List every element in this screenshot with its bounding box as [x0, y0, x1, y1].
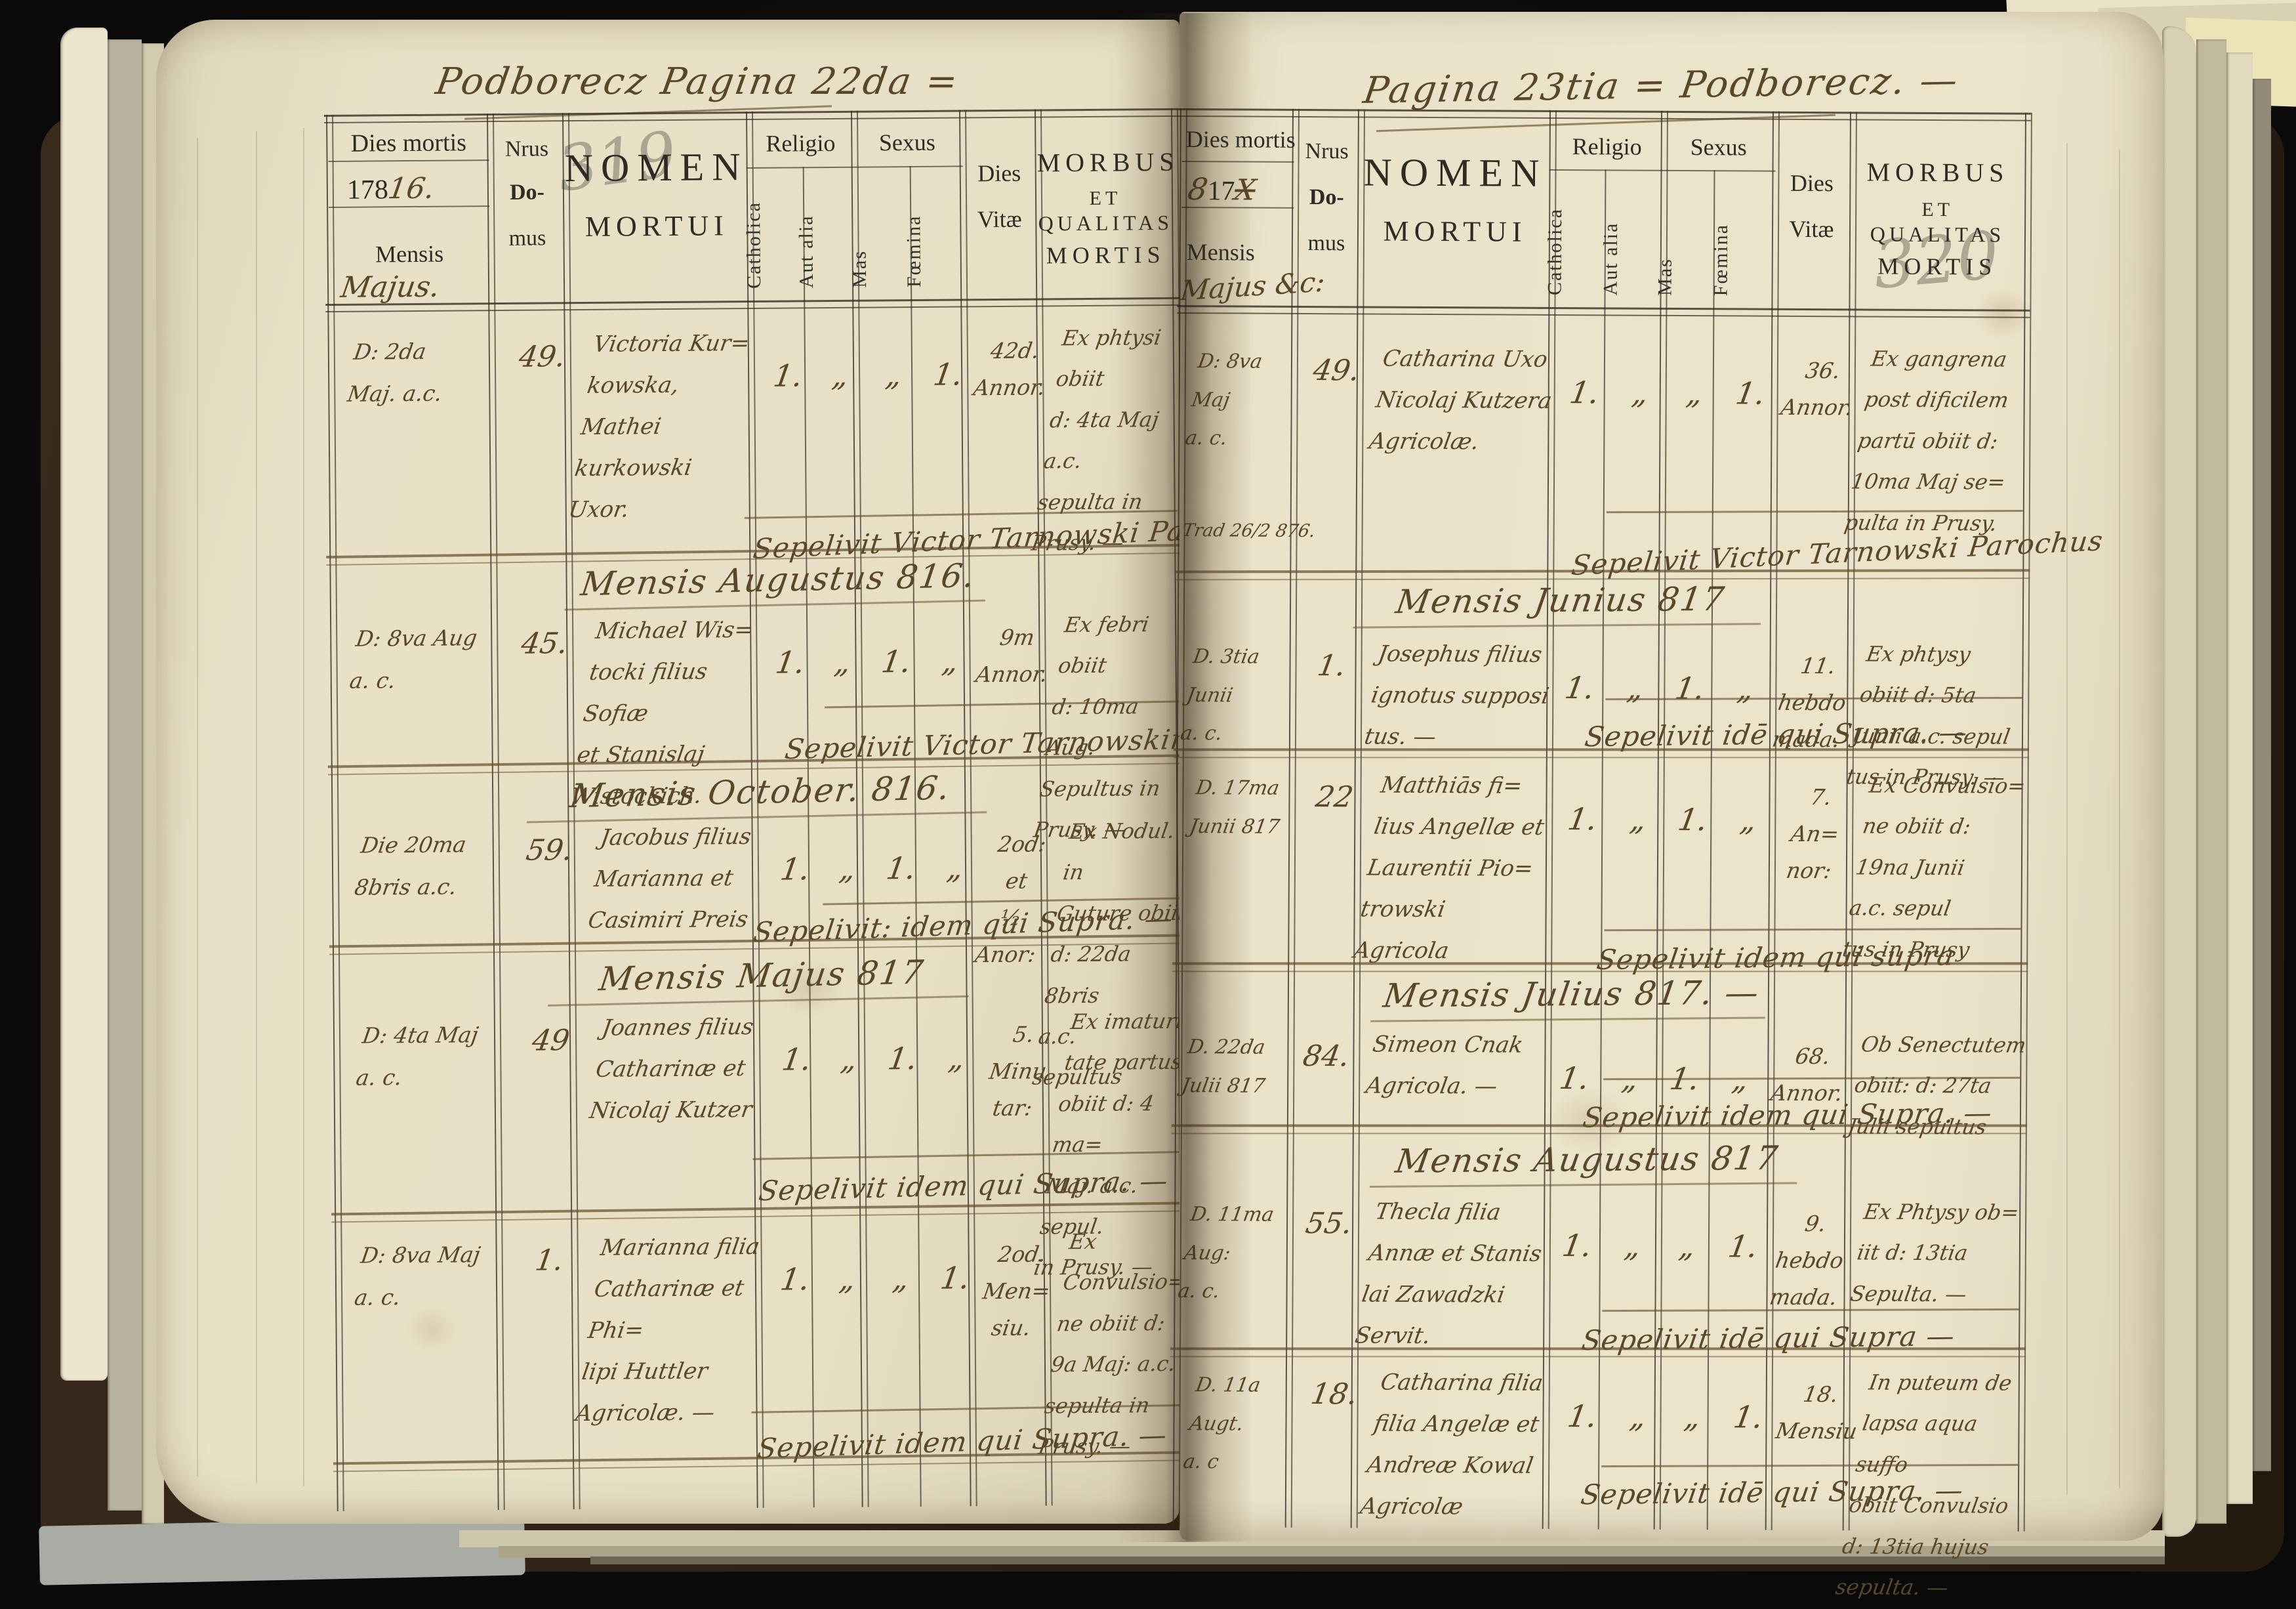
year-cell: 17816. — [346, 171, 437, 206]
year-printed: 178 — [346, 175, 389, 205]
hand-rule — [1172, 962, 2028, 972]
nomen-cell: Matthiās fi= lius Angellæ et Laurentii P… — [1351, 772, 1546, 964]
sepelivit-note: Sepelivit idē qui Supra. — — [1582, 716, 1970, 753]
hand-rule — [1173, 748, 2029, 759]
register-page-right: Pagina 23tia = Podborecz. — 320 Dies mor… — [1170, 12, 2163, 1600]
col-header-sexus: Sexus — [878, 129, 936, 156]
col-header-mas: Mas — [848, 249, 871, 288]
col-header-religio: Religio — [1572, 133, 1642, 160]
page-title-handwritten: Podborecz Pagina 22da = — [432, 60, 963, 103]
col-header-mas: Mas — [1654, 258, 1676, 296]
page-edge-strip — [60, 28, 108, 1381]
page-edge-strip — [2253, 79, 2271, 1471]
col-header-et: ET — [1921, 198, 1954, 221]
page-edge-strip — [2162, 26, 2196, 1537]
col-header-mortis: MORTIS — [1046, 241, 1166, 269]
col-header-et: ET — [1089, 187, 1122, 209]
year-handwritten: 16. — [386, 171, 437, 206]
month-section-header: Mensis Augustus 817 — [1369, 1139, 1804, 1188]
year-handwritten-strike: X — [1232, 173, 1259, 207]
month-section-header: Mensis Augustus 816. — [564, 556, 991, 611]
register-page-left: Podborecz Pagina 22da = 319 Dies mortis — [156, 20, 1285, 1524]
hand-rule — [1170, 1347, 2026, 1358]
page-edge-strip — [499, 1546, 2165, 1558]
month-section-header: Mensis Majus 817 — [548, 951, 975, 1007]
page-title-handwritten: Pagina 23tia = Podborecz. — — [1361, 59, 1962, 112]
col-header-catholica: Catholica — [743, 201, 766, 289]
col-header-aut-alia: Aut alia — [1599, 222, 1622, 296]
col-header-religio: Religio — [766, 129, 836, 157]
nomen-cell: Marianna filia Catharinæ et Phi= lipi Hu… — [573, 1233, 762, 1427]
sepelivit-note: Sepelivit idē qui Supra. — — [1578, 1474, 1966, 1511]
month-section-header: Mensis Junius 817 — [1353, 579, 1767, 629]
col-header-catholica: Catholica — [1544, 207, 1567, 296]
col-header-aut-alia: Aut alia — [795, 215, 818, 289]
month-section-header: Mensis Julius 817. — — [1370, 973, 1772, 1022]
col-header-qualitas: QUALITAS — [1038, 210, 1174, 236]
col-header-vitae: Vitæ — [1789, 215, 1834, 243]
support-wedge — [39, 1516, 525, 1585]
col-header-mensis: Mensis — [375, 240, 444, 268]
marginal-annotation: Trad 26/2 876. — [1181, 520, 1317, 542]
col-header-mortui: MORTUI — [1383, 215, 1527, 248]
hand-rule — [1171, 1124, 2027, 1135]
col-header-mortui: MORTUI — [584, 209, 729, 243]
table-line — [328, 159, 489, 162]
col-header-nomen: NOMEN — [1363, 150, 1548, 195]
col-header-dies-mortis: Dies mortis — [350, 129, 467, 157]
morbus-cell: Ex gangrena post dificilem partū obiit d… — [1842, 346, 2011, 536]
col-header-nrus: Nrus — [1305, 138, 1349, 164]
year-printed: 17 — [1207, 176, 1235, 207]
nomen-cell: Catharina Uxo Nicolaj Kutzera Agricolæ. — [1367, 345, 1554, 455]
table-row: D: 8va Maj a. c. 49. Catharina Uxo Nicol… — [1180, 335, 2028, 536]
col-header-vitae: Vitæ — [977, 205, 1022, 233]
table-row: D. 17ma Junii 817 22 Matthiās fi= lius A… — [1178, 761, 2028, 964]
col-header-mortis: MORTIS — [1877, 253, 1998, 280]
nomen-cell: Thecla filia Annæ et Stanis lai Zawadzki… — [1353, 1198, 1544, 1349]
table-row: D: 4ta Maj a. c. 49 Joannes filius Catha… — [335, 1001, 1202, 1280]
bleed-through-line — [197, 138, 198, 1476]
col-header-morbus: MORBUS — [1036, 146, 1179, 178]
col-header-nomen: NOMEN — [564, 144, 748, 190]
col-header-femina: Fœmina — [1710, 223, 1732, 297]
table-line — [1181, 160, 1294, 163]
col-header-morbus: MORBUS — [1866, 157, 2009, 188]
table-row: D. 11ma Aug: a. c. 55. Thecla filia Annæ… — [1176, 1188, 2022, 1349]
col-header-dies: Dies — [1790, 169, 1834, 197]
col-header-do: Do- — [1309, 185, 1344, 210]
col-header-nrus: Nrus — [504, 136, 549, 161]
hand-rule — [1174, 569, 2030, 581]
table-line — [1178, 108, 2031, 121]
col-header-qualitas: QUALITAS — [1870, 222, 2005, 247]
page-edge-strip — [2196, 39, 2226, 1524]
mensis-handwritten: Majus &c: — [1179, 265, 1326, 307]
mensis-handwritten: Majus. — [338, 270, 442, 304]
col-header-mus: mus — [1307, 231, 1345, 256]
col-header-mensis: Mensis — [1186, 239, 1255, 266]
col-header-sexus: Sexus — [1690, 134, 1747, 161]
col-header-do: Do- — [509, 180, 545, 205]
col-header-dies-mortis: Dies mortis — [1185, 126, 1296, 153]
col-header-mus: mus — [508, 226, 546, 251]
bleed-through-line — [303, 128, 304, 1486]
year-cell: 817X — [1185, 171, 1259, 207]
page-edge-strip — [108, 39, 142, 1511]
bleed-through-line — [2066, 143, 2068, 1495]
col-header-femina: Fœmina — [903, 215, 926, 288]
page-edge-strip — [590, 1557, 2165, 1564]
register-table-left: Dies mortis 17816. Mensis Majus. Nrus Do… — [324, 108, 1285, 1511]
bleed-through-line — [256, 131, 257, 1483]
bleed-through-line — [2119, 150, 2120, 1488]
table-row: D: 8va Maj a. c. 1. Marianna filia Catha… — [337, 1221, 1187, 1459]
nomen-cell: Victoria Kur= kowska, Mathei kurkowski U… — [566, 329, 752, 523]
col-header-dies: Dies — [977, 159, 1021, 187]
page-edge-strip — [2226, 52, 2253, 1504]
register-table-right: Dies mortis 817X Mensis Majus &c: Nrus D… — [1170, 108, 2105, 1600]
